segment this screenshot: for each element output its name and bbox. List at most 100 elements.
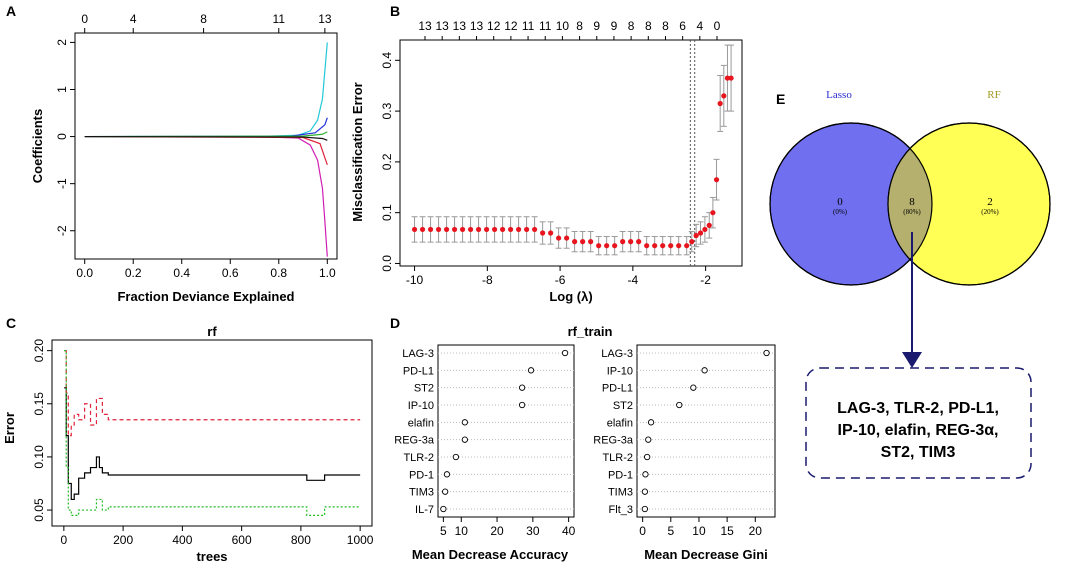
panel-d1-x-tick-label: 40 [562,524,576,538]
panel-d2-x-tick-label: 10 [692,524,706,538]
panel-b-top-tick-label: 4 [696,19,703,33]
panel-b-top-tick-label: 0 [714,19,721,33]
panel-c-title: rf [207,324,217,339]
panel-b-point [419,226,426,233]
panel-b-y-tick-label: 0.4 [380,52,394,69]
panel-c-x-tick-label: 1000 [347,533,374,547]
gene-list-line-1: LAG-3, TLR-2, PD-L1, [837,400,999,417]
panel-b-point [411,226,418,233]
panel-c-series-class2 [64,350,361,516]
panel-a-top-tick-label: 8 [200,12,207,26]
panel-b-point [483,226,490,233]
panel-b-point [724,75,731,81]
panel-b-point [706,222,712,228]
panel-b-point [684,243,690,249]
panel-c-rf-error: rf trees Error 0 200 400 600 800 1000 0.05 0.10… [2,324,374,564]
panel-b-top-tick-label: 11 [522,19,535,33]
panel-b-point [702,226,708,233]
panel-b-point [491,226,498,233]
panel-d2-point [647,419,655,426]
panel-b-point [660,243,666,249]
panel-a-x-tick-label: 1.0 [319,266,336,280]
panel-b-point [427,226,434,233]
panel-d-title: rf_train [568,324,613,339]
panel-d1-point [452,453,460,461]
panel-b-point [556,235,562,241]
panel-b-point [467,226,474,233]
panel-d1-variable-label: IL-7 [415,504,434,516]
panel-label-c: C [6,315,16,331]
panel-a-plot-frame [74,32,338,260]
panel-b-point [604,243,610,249]
panel-d1-plot-frame [437,344,575,518]
panel-b-point [459,226,466,233]
panel-d1-variable-label: TLR-2 [403,452,434,464]
panel-b-top-tick-label: 8 [662,19,669,33]
panel-d2-point [641,488,649,495]
panel-b-y-tick-label: 0.2 [380,153,394,170]
panel-d2-point [701,367,708,374]
panel-d1-x-label: Mean Decrease Accuracy [412,547,569,562]
panel-b-point [508,226,514,233]
panel-a-y-tick-label: 0 [55,133,69,140]
venn-circle-rf-outline [887,122,1051,286]
panel-b-top-tick-label: 12 [504,19,518,33]
panel-d1-point [443,471,451,478]
panel-d2-variable-label: LAG-3 [601,348,633,360]
panel-b-point [689,239,695,245]
panel-d1-point [461,436,468,443]
panel-d2-variable-label: PD-L1 [602,383,633,395]
venn-middle-percent: (80%) [903,208,921,216]
panel-d2-variable-label: Flt_3 [609,504,633,516]
panel-b-point [668,243,674,249]
panel-a-top-tick-label: 11 [273,12,286,26]
panel-e-venn-diagram: Lasso RF 0 (0%) 8 (80%) 2 (20%) LAG-3, T… [769,89,1051,479]
panel-b-top-tick-label: 8 [645,19,652,33]
panel-c-y-tick-label: 0.20 [32,339,46,363]
panel-b-point [588,239,594,245]
panel-a-series-red [84,135,328,166]
panel-b-top-tick-label: 6 [679,19,686,33]
panel-b-point [652,243,658,249]
panel-a-x-label: Fraction Deviance Explained [117,289,294,304]
panel-d1-point [442,488,449,495]
panel-a-coefficient-paths: Fraction Deviance Explained Coefficients… [30,12,338,304]
panel-b-y-tick-label: 0.0 [380,255,394,272]
panel-a-x-tick-label: 0.8 [270,266,287,280]
panel-b-point [435,226,442,233]
panel-c-x-tick-label: 800 [291,533,311,547]
panel-b-point [451,226,458,233]
panel-b-point [628,239,634,245]
panel-a-y-tick-label: -2 [55,225,69,236]
panel-d1-x-tick-label: 5 [440,524,447,538]
panel-b-point [612,243,618,249]
panel-b-top-tick-label: 13 [418,19,432,33]
panel-b-point [717,100,723,107]
panel-b-point [676,243,682,249]
panel-b-point [710,210,716,216]
panel-b-x-tick-label: -10 [406,273,424,287]
panel-d-variable-importance: rf_train Mean Decrease Accuracy Mean Dec… [394,324,776,562]
panel-d1-x-tick-label: 20 [490,524,504,538]
panel-d2-variable-label: TLR-2 [602,452,633,464]
panel-b-point [596,243,602,249]
panel-b-top-tick-label: 10 [556,19,570,33]
panel-d2-variable-label: elafin [607,417,633,429]
panel-a-series-black [84,135,328,141]
panel-b-point [572,239,578,245]
panel-b-y-tick-label: 0.1 [380,204,394,221]
arrow-down-icon [902,352,922,368]
panel-d1-point [527,367,535,374]
panel-b-top-tick-label: 11 [539,19,552,33]
panel-b-x-tick-label: -6 [555,273,566,287]
panel-d1-variable-label: elafin [408,417,434,429]
panel-b-point [620,239,626,245]
panel-b-point [443,226,450,233]
panel-label-b: B [390,3,400,19]
panel-b-point [580,239,586,245]
panel-d2-variable-label: ST2 [613,400,633,412]
panel-c-x-label: trees [196,549,227,564]
gene-list-box [805,367,1032,479]
panel-a-y-tick-label: 2 [55,39,69,46]
panel-c-x-tick-label: 400 [172,533,192,547]
